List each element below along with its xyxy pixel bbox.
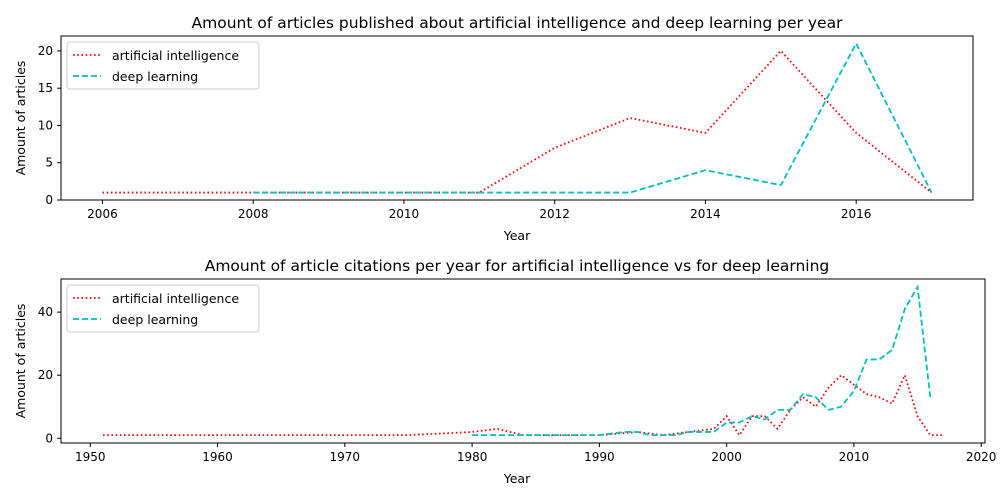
chart-1-legend: artificial intelligence deep learning [66,41,260,90]
chart-2-x-tick-label-1980: 1980 [457,450,488,464]
chart-2-x-tick-label-1990: 1990 [584,450,615,464]
chart-2-x-tick-label-1960: 1960 [202,450,233,464]
chart-1-y-tick-label-20: 20 [38,44,53,58]
chart-2-plot-frame [60,278,986,444]
chart-1-x-tick-label-2008: 2008 [238,207,269,221]
chart-1-y-axis-label: Amount of articles [13,61,28,176]
chart-2-x-tick-label-2010: 2010 [839,450,870,464]
chart-2-series-artificial-intelligence [103,372,943,437]
chart-2-y-axis-label: Amount of articles [13,304,28,419]
chart-1-series-deep-learning [253,41,933,194]
chart-2-x-tick-label-2000: 2000 [711,450,742,464]
chart-2-legend-box [66,284,260,333]
chart-1-y-tick-label-0: 0 [45,193,53,207]
chart-2-y-ticks: 0 20 40 [38,305,61,445]
chart-2-x-ticks: 1950 1960 1970 1980 1990 2000 2010 2020 [75,443,996,464]
chart-1-x-tick-label-2014: 2014 [690,207,721,221]
chart-2-title: Amount of article citations per year for… [205,257,830,275]
chart-1-x-tick-label-2016: 2016 [841,207,872,221]
chart-1-plot-frame [60,35,974,201]
chart-1-x-tick-label-2006: 2006 [87,207,118,221]
chart-1: Amount of articles published about artif… [13,14,974,243]
chart-1-legend-ai-label: artificial intelligence [112,48,239,63]
chart-2-legend-dl-label: deep learning [112,312,198,327]
chart-1-lines [102,41,933,194]
chart-2-series-deep-learning [472,284,932,437]
chart-1-y-ticks: 0 5 10 15 20 [38,44,61,207]
chart-1-legend-box [66,41,260,90]
chart-2-x-tick-label-1970: 1970 [330,450,361,464]
chart-1-y-tick-label-10: 10 [38,118,53,132]
chart-2-x-tick-label-1950: 1950 [75,450,106,464]
chart-1-series-artificial-intelligence [102,49,933,194]
chart-2-legend-ai-label: artificial intelligence [112,291,239,306]
chart-1-legend-dl-label: deep learning [112,69,198,84]
chart-1-y-tick-label-15: 15 [38,81,53,95]
chart-1-x-ticks: 2006 2008 2010 2012 2014 2016 [87,200,871,221]
chart-1-x-axis-label: Year [503,228,531,243]
chart-2-x-tick-label-2020: 2020 [966,450,997,464]
chart-2-y-tick-label-20: 20 [38,368,53,382]
chart-1-x-tick-label-2012: 2012 [539,207,570,221]
chart-1-title: Amount of articles published about artif… [192,14,844,32]
chart-2: Amount of article citations per year for… [13,257,996,486]
chart-2-lines [103,284,943,437]
chart-1-y-tick-label-5: 5 [45,156,53,170]
chart-2-y-tick-label-0: 0 [45,431,53,445]
chart-2-x-axis-label: Year [503,471,531,486]
chart-2-legend: artificial intelligence deep learning [66,284,260,333]
chart-1-x-tick-label-2010: 2010 [389,207,420,221]
chart-2-y-tick-label-40: 40 [38,305,53,319]
